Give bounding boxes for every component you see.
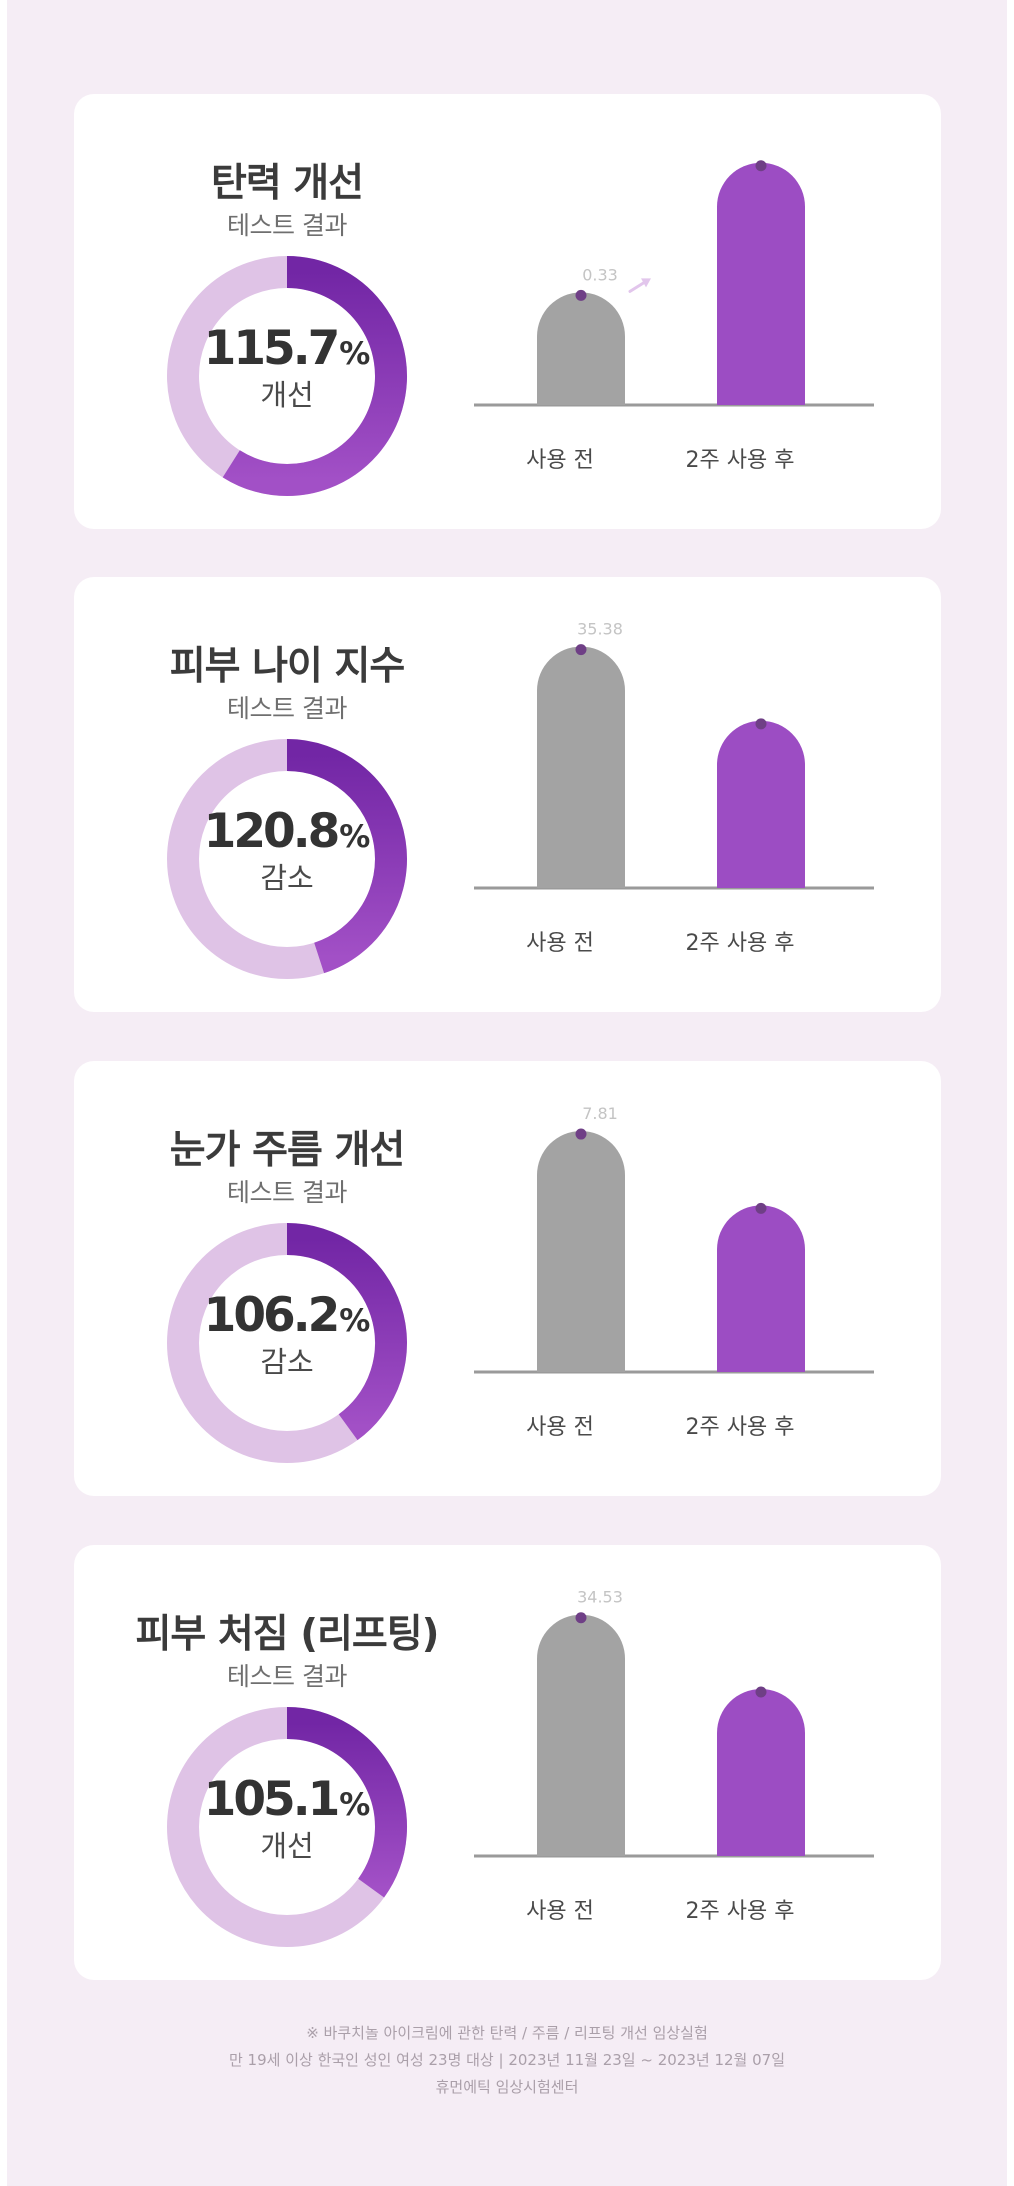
bar-top-dot <box>755 160 767 172</box>
bar-chart: 35.38 사용 전 2주 사용 후 <box>474 597 894 997</box>
bar-after <box>717 1688 805 1856</box>
donut-chart: 105.1% 개선 <box>167 1707 407 1947</box>
donut-progress-arc <box>222 256 407 496</box>
donut-progress-arc <box>286 739 407 974</box>
bar-top-dot <box>755 1686 767 1698</box>
bar-after <box>717 720 805 888</box>
donut-percent-label: 감소 <box>260 861 314 895</box>
bar-label-after: 2주 사용 후 <box>685 931 795 956</box>
donut-percent-unit: % <box>339 336 371 372</box>
bar-chart: 7.81 사용 전 2주 사용 후 <box>474 1081 894 1481</box>
donut-progress-arc <box>286 1223 407 1441</box>
card-title: 피부 처짐 (리프팅) <box>135 1612 440 1657</box>
donut-chart: 120.8% 감소 <box>167 739 407 979</box>
bar-label-after: 2주 사용 후 <box>685 1415 795 1440</box>
bar-label-after: 2주 사용 후 <box>685 1899 795 1924</box>
donut-progress-arc <box>286 1707 407 1898</box>
card-subtitle: 테스트 결과 <box>227 1662 347 1691</box>
card-title: 눈가 주름 개선 <box>169 1128 405 1173</box>
bar-value-label: 0.33 <box>582 265 618 284</box>
bar-chart: 34.53 사용 전 2주 사용 후 <box>474 1565 894 1965</box>
donut-percent-value: 106.2 <box>203 1288 341 1343</box>
card-subtitle: 테스트 결과 <box>227 211 347 240</box>
donut-percent-label: 개선 <box>260 1829 314 1863</box>
bar-after <box>717 1205 805 1372</box>
donut-percent-unit: % <box>339 1787 371 1823</box>
bar-value-label: 34.53 <box>577 1588 623 1607</box>
card-elasticity: 탄력 개선 테스트 결과 115.7% 개선 0.33 사용 전 2주 사용 후 <box>74 94 941 529</box>
footer-line-subjects: 만 19세 이상 한국인 성인 여성 23명 대상 | 2023년 11월 23… <box>228 2051 785 2069</box>
bar-value-label: 35.38 <box>577 620 623 639</box>
card-title: 탄력 개선 <box>210 161 364 206</box>
bar-top-dot <box>575 289 587 301</box>
card-eye-wrinkle: 눈가 주름 개선 테스트 결과 106.2% 감소 7.81 사용 전 2주 사… <box>74 1061 941 1496</box>
donut-percent-value: 115.7 <box>203 321 341 376</box>
card-skin-age-index: 피부 나이 지수 테스트 결과 120.8% 감소 35.38 사용 전 2주 … <box>74 577 941 1012</box>
donut-percent-value: 105.1 <box>203 1772 341 1827</box>
bar-chart: 0.33 사용 전 2주 사용 후 <box>474 114 894 514</box>
card-skin-sagging-lifting: 피부 처짐 (리프팅) 테스트 결과 105.1% 개선 34.53 사용 전 … <box>74 1545 941 1980</box>
donut-percent-unit: % <box>339 819 371 855</box>
bar-before <box>537 292 625 405</box>
card-subtitle: 테스트 결과 <box>227 694 347 723</box>
bar-top-dot <box>575 1612 587 1624</box>
bar-label-before: 사용 전 <box>526 1415 594 1440</box>
bar-before <box>537 1131 625 1372</box>
bar-top-dot <box>575 644 587 656</box>
footer-note: ※ 바쿠치놀 아이크림에 관한 탄력 / 주름 / 리프팅 개선 임상실험 만 … <box>7 2020 1007 2101</box>
donut-percent-value: 120.8 <box>203 804 341 859</box>
donut-chart: 115.7% 개선 <box>167 256 407 496</box>
donut-chart: 106.2% 감소 <box>167 1223 407 1463</box>
trend-arrow-head <box>641 278 651 288</box>
bar-label-before: 사용 전 <box>526 448 594 473</box>
bar-top-dot <box>575 1128 587 1140</box>
footer-line-study: ※ 바쿠치놀 아이크림에 관한 탄력 / 주름 / 리프팅 개선 임상실험 <box>306 2024 708 2042</box>
card-title: 피부 나이 지수 <box>169 644 405 689</box>
bar-after <box>717 162 805 405</box>
bar-value-label: 7.81 <box>582 1104 618 1123</box>
trend-arrow-icon <box>628 279 648 293</box>
donut-percent-label: 감소 <box>260 1345 314 1379</box>
bar-top-dot <box>755 1202 767 1214</box>
donut-percent-label: 개선 <box>260 378 314 412</box>
bar-top-dot <box>755 718 767 730</box>
bar-label-before: 사용 전 <box>526 931 594 956</box>
bar-before <box>537 1614 625 1856</box>
footer-line-center: 휴먼에틱 임상시험센터 <box>435 2078 579 2096</box>
bar-label-before: 사용 전 <box>526 1899 594 1924</box>
donut-percent-unit: % <box>339 1303 371 1339</box>
bar-before <box>537 646 625 888</box>
card-subtitle: 테스트 결과 <box>227 1178 347 1207</box>
page: 탄력 개선 테스트 결과 115.7% 개선 0.33 사용 전 2주 사용 후… <box>7 0 1007 2186</box>
bar-label-after: 2주 사용 후 <box>685 448 795 473</box>
